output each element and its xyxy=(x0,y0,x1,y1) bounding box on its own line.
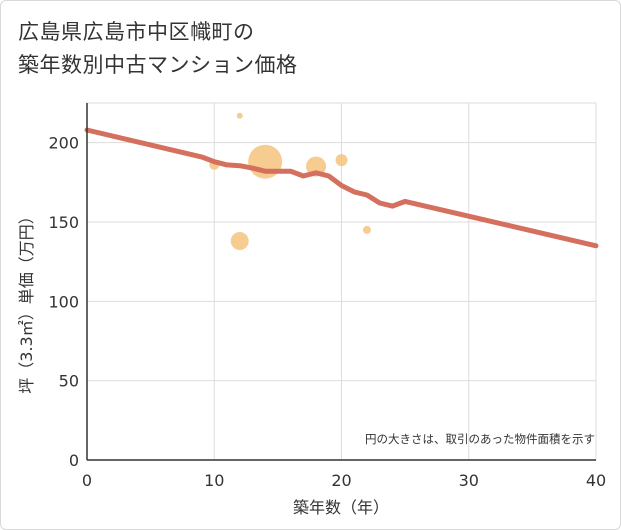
bubble-point xyxy=(230,232,249,251)
title-line-2: 築年数別中古マンション価格 xyxy=(18,53,298,77)
trend-line xyxy=(84,127,599,249)
x-tick-label: 40 xyxy=(586,471,606,490)
x-tick-label: 20 xyxy=(331,471,351,490)
bubbles xyxy=(209,112,371,251)
bubble-point xyxy=(362,225,371,234)
bubble-point xyxy=(236,112,243,119)
bubble-point xyxy=(335,154,348,167)
title-line-1: 広島県広島市中区幟町の xyxy=(18,20,255,44)
bubble-point xyxy=(306,156,327,177)
chart-title: 広島県広島市中区幟町の 築年数別中古マンション価格 xyxy=(18,16,298,82)
y-tick-label: 150 xyxy=(48,213,79,232)
x-tick-label: 30 xyxy=(459,471,479,490)
x-axis-label: 築年数（年） xyxy=(293,498,389,517)
axes xyxy=(86,103,596,461)
x-tick-label: 10 xyxy=(204,471,224,490)
x-tick-label: 0 xyxy=(82,471,92,490)
y-tick-label: 0 xyxy=(69,451,79,470)
y-tick-label: 50 xyxy=(59,372,79,391)
tick-labels: 0 10 20 30 40 0 50 100 150 200 xyxy=(48,134,606,490)
y-axis-label: 坪（3.3㎡）単価（万円） xyxy=(17,208,36,393)
size-note: 円の大きさは、取引のあった物件面積を示す xyxy=(365,432,595,446)
trend-line-path xyxy=(84,127,599,249)
y-tick-label: 200 xyxy=(48,134,79,153)
y-tick-label: 100 xyxy=(48,292,79,311)
